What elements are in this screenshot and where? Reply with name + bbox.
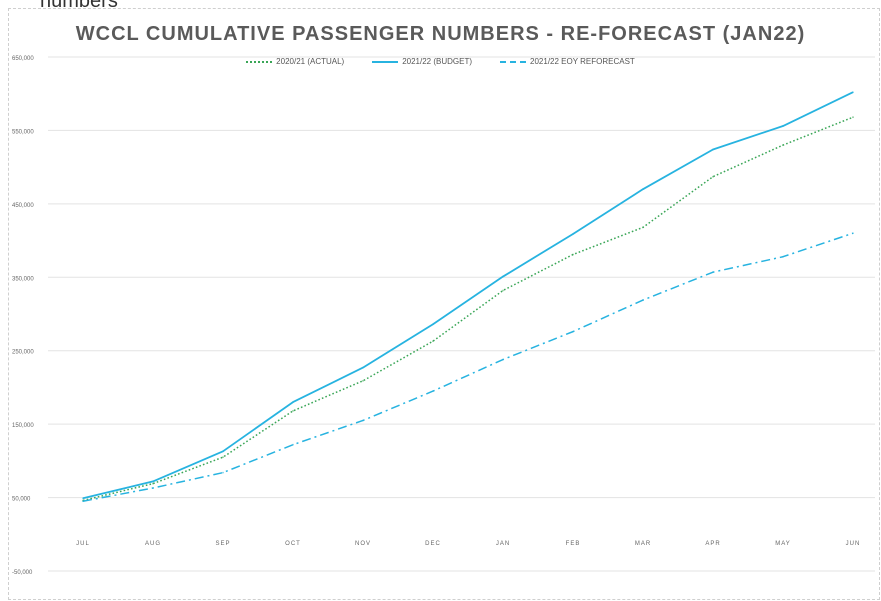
data-point-series-0 [572,253,574,256]
data-point-series-2 [642,299,644,301]
chart-frame [8,8,880,600]
data-point-series-0 [432,340,434,343]
data-point-series-1 [292,401,294,404]
x-tick-label: APR [705,541,720,547]
y-tick-label: 250,000 [12,350,34,356]
series-line-2 [82,232,854,502]
data-point-series-1 [852,91,854,94]
data-point-series-2 [432,390,434,392]
data-point-series-1 [572,233,574,235]
data-point-series-0 [852,116,854,119]
legend-item-budget: 2021/22 (BUDGET) [372,57,472,66]
x-tick-label: SEP [215,541,230,547]
data-point-series-1 [782,125,784,127]
legend-label-reforecast: 2021/22 EOY REFORECAST [530,57,635,66]
data-point-series-1 [82,497,84,500]
data-point-series-2 [572,330,574,333]
data-point-series-1 [432,323,434,326]
data-point-series-2 [782,255,784,258]
legend-swatch-budget [372,60,399,63]
data-point-series-2 [362,419,364,422]
data-point-series-1 [362,366,364,369]
cropped-heading-fragment: numbers [40,0,118,12]
data-point-series-0 [152,482,154,485]
legend-swatch-actual [246,60,273,63]
x-tick-label: AUG [145,541,161,547]
y-tick-label: 150,000 [12,423,34,429]
y-tick-label: 50,000 [12,497,31,503]
data-point-series-0 [782,144,784,147]
data-point-series-2 [222,471,224,474]
x-tick-label: MAR [635,541,651,547]
x-tick-label: DEC [425,541,441,547]
data-point-series-1 [712,148,714,151]
legend-item-reforecast: 2021/22 EOY REFORECAST [500,57,635,66]
data-point-series-2 [82,500,84,503]
data-point-series-1 [642,188,644,191]
series-line-1 [82,91,854,500]
x-tick-label: JAN [496,541,510,547]
x-tick-label: MAY [775,541,791,547]
data-point-series-0 [642,226,644,229]
chart-legend: 2020/21 (ACTUAL) 2021/22 (BUDGET) 2021/2… [0,57,881,66]
y-tick-label: 550,000 [12,129,34,135]
legend-label-budget: 2021/22 (BUDGET) [402,57,473,66]
legend-swatch-reforecast [500,60,527,63]
data-point-series-0 [712,175,714,178]
data-point-series-0 [222,456,224,459]
legend-item-actual: 2020/21 (ACTUAL) [246,57,344,66]
data-point-series-0 [292,410,294,412]
data-point-series-0 [362,379,364,382]
data-point-series-1 [502,275,504,278]
data-point-series-2 [292,443,294,446]
x-tick-label: JUL [76,541,90,547]
y-tick-label: 350,000 [12,276,34,282]
y-tick-label: 650,000 [12,56,34,62]
y-tick-label: -50,000 [12,570,33,576]
x-tick-label: OCT [285,541,301,547]
data-point-series-0 [502,289,504,292]
data-point-series-2 [712,271,714,274]
data-point-series-1 [152,480,154,483]
series-line-0 [82,116,854,502]
x-tick-label: JUN [846,541,861,547]
data-point-series-2 [502,358,504,361]
chart-title: WCCL CUMULATIVE PASSENGER NUMBERS - RE-F… [75,23,806,45]
y-tick-label: 450,000 [12,203,34,209]
data-point-series-1 [222,450,224,453]
x-tick-label: NOV [355,541,371,547]
x-tick-label: FEB [566,541,581,547]
legend-label-actual: 2020/21 (ACTUAL) [276,57,345,66]
data-point-series-2 [852,232,854,235]
data-point-series-2 [152,487,154,489]
